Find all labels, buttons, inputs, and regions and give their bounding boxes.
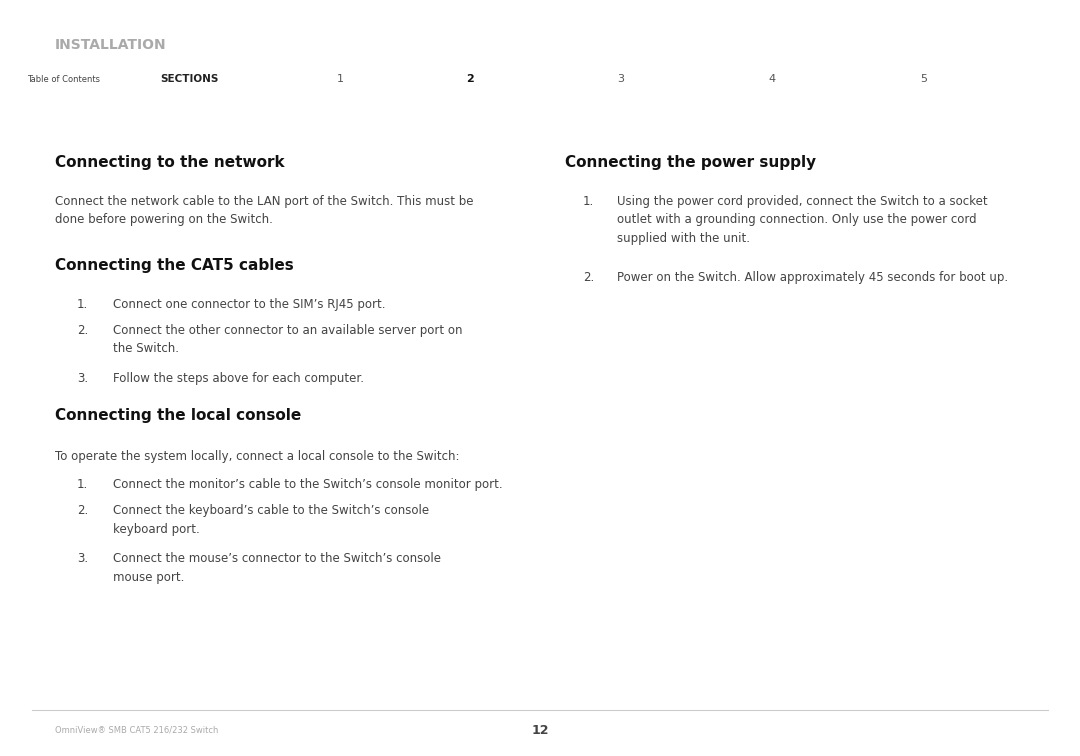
- Text: Connect the monitor’s cable to the Switch’s console monitor port.: Connect the monitor’s cable to the Switc…: [113, 478, 502, 491]
- Text: 2.: 2.: [583, 271, 594, 284]
- Text: 3.: 3.: [77, 372, 89, 385]
- Text: SECTIONS: SECTIONS: [160, 74, 218, 84]
- Text: Connecting the power supply: Connecting the power supply: [565, 155, 816, 170]
- Text: 3.: 3.: [77, 552, 89, 565]
- Text: Connect one connector to the SIM’s RJ45 port.: Connect one connector to the SIM’s RJ45 …: [113, 298, 386, 311]
- Text: 2.: 2.: [77, 504, 89, 517]
- Text: Power on the Switch. Allow approximately 45 seconds for boot up.: Power on the Switch. Allow approximately…: [617, 271, 1008, 284]
- Text: To operate the system locally, connect a local console to the Switch:: To operate the system locally, connect a…: [55, 450, 459, 463]
- Text: INSTALLATION: INSTALLATION: [55, 38, 166, 52]
- Text: 12: 12: [531, 723, 549, 736]
- Text: Connect the keyboard’s cable to the Switch’s console
keyboard port.: Connect the keyboard’s cable to the Swit…: [113, 504, 429, 535]
- Text: Table of Contents: Table of Contents: [27, 75, 100, 83]
- Text: Connect the other connector to an available server port on
the Switch.: Connect the other connector to an availa…: [113, 324, 462, 355]
- Text: 1: 1: [337, 74, 343, 84]
- Text: 1.: 1.: [583, 195, 594, 208]
- Text: 5: 5: [920, 74, 927, 84]
- Text: Using the power cord provided, connect the Switch to a socket
outlet with a grou: Using the power cord provided, connect t…: [617, 195, 987, 245]
- Text: 2.: 2.: [77, 324, 89, 337]
- Text: Connecting to the network: Connecting to the network: [55, 155, 285, 170]
- Text: Connect the network cable to the LAN port of the Switch. This must be
done befor: Connect the network cable to the LAN por…: [55, 195, 473, 227]
- Text: OmniView® SMB CAT5 216/232 Switch: OmniView® SMB CAT5 216/232 Switch: [55, 726, 218, 735]
- Text: 3: 3: [618, 74, 624, 84]
- Text: 1.: 1.: [77, 298, 89, 311]
- Text: Connecting the CAT5 cables: Connecting the CAT5 cables: [55, 258, 294, 273]
- Text: 4: 4: [769, 74, 775, 84]
- Text: Connecting the local console: Connecting the local console: [55, 408, 301, 423]
- Text: 2: 2: [465, 74, 474, 84]
- Text: 1.: 1.: [77, 478, 89, 491]
- Text: Follow the steps above for each computer.: Follow the steps above for each computer…: [113, 372, 364, 385]
- Text: Connect the mouse’s connector to the Switch’s console
mouse port.: Connect the mouse’s connector to the Swi…: [113, 552, 441, 584]
